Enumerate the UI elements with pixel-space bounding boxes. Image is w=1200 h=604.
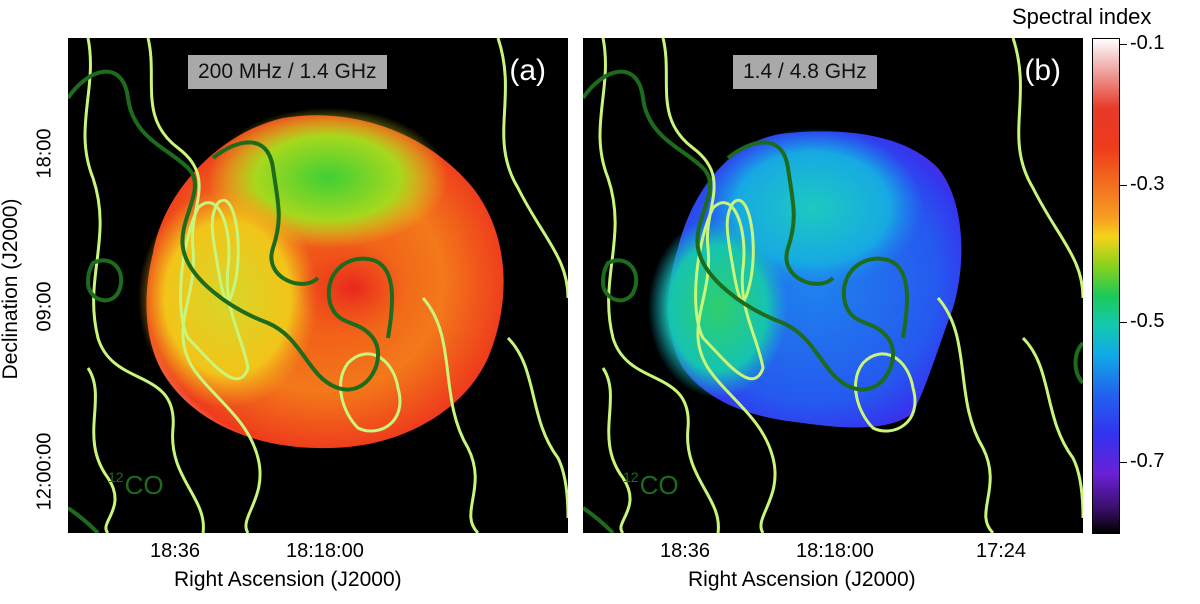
co-label-b-text: CO — [639, 470, 679, 500]
x-tick-label: 18:36 — [150, 540, 201, 562]
frequency-label-b: 1.4 / 4.8 GHz — [733, 55, 877, 89]
co-label-b-isotope: 12 — [623, 469, 639, 485]
panel-label-b: (b) — [1024, 54, 1061, 87]
co-contours-light-b — [598, 38, 1083, 533]
colorbar-tick — [1119, 44, 1127, 45]
panel-label-a: (a) — [509, 54, 546, 87]
y-tick-label: 12:00:00 — [33, 432, 56, 511]
panel-a-spectral-map: 200 MHz / 1.4 GHz (a) 12CO — [68, 38, 568, 533]
colorbar-tick-label: -0.5 — [1130, 310, 1165, 332]
colorbar-tick-label: -0.1 — [1130, 32, 1165, 54]
colorbar-tick-label: -0.3 — [1130, 173, 1165, 195]
co-label-a-text: CO — [124, 470, 164, 500]
x-tick-label: 17:24 — [976, 540, 1027, 562]
co-label-a-isotope: 12 — [108, 469, 124, 485]
colorbar-tick-label: -0.7 — [1130, 450, 1165, 472]
frequency-label-a: 200 MHz / 1.4 GHz — [188, 55, 387, 89]
panel-a-image — [68, 38, 568, 533]
co-label-a: 12CO — [108, 469, 164, 501]
y-axis-title: Declination (J2000) — [0, 198, 22, 380]
x-tick-label: 18:18:00 — [796, 540, 874, 562]
x-tick-label: 18:18:00 — [286, 540, 364, 562]
co-contours-dark-b — [583, 69, 1083, 533]
colorbar-tick — [1119, 462, 1127, 463]
co-contours-dark-a — [68, 69, 395, 533]
colorbar-tick — [1119, 185, 1127, 186]
y-tick-label: 18:00 — [33, 128, 56, 179]
colorbar-title: Spectral index — [1012, 4, 1152, 29]
colorbar-tick — [1119, 322, 1127, 323]
colorbar — [1092, 38, 1120, 534]
x-axis-title-b: Right Ascension (J2000) — [688, 568, 916, 591]
co-label-b: 12CO — [623, 469, 679, 501]
panel-b-image — [583, 38, 1083, 533]
x-axis-title-a: Right Ascension (J2000) — [174, 568, 402, 591]
panel-b-spectral-map: 1.4 / 4.8 GHz (b) 12CO — [583, 38, 1083, 533]
y-tick-label: 09:00 — [33, 281, 56, 332]
x-tick-label: 18:36 — [660, 540, 711, 562]
